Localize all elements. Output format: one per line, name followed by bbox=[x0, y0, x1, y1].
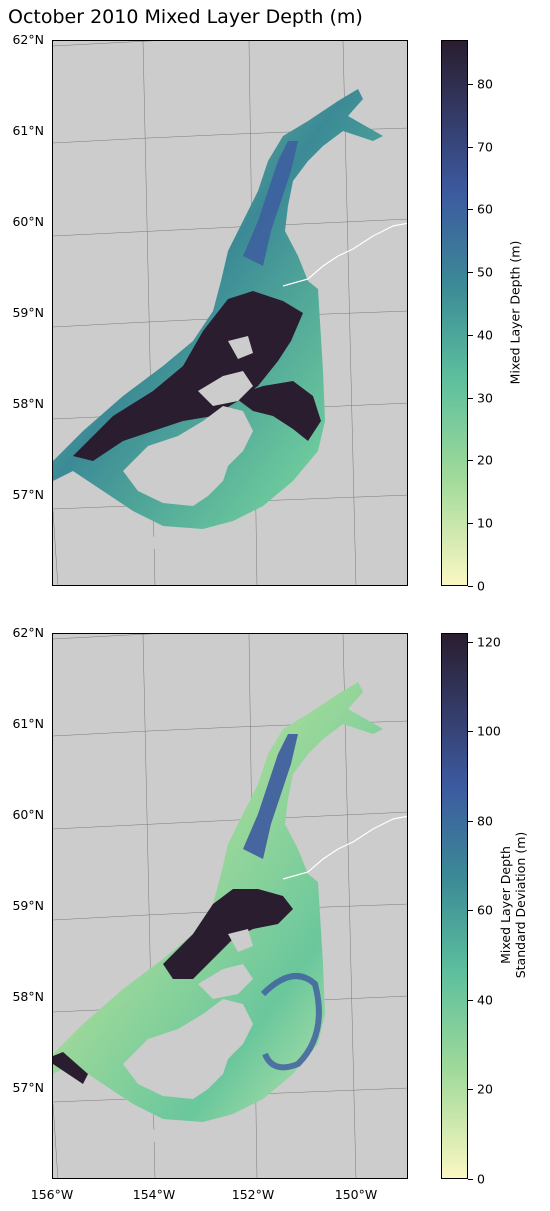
panel1-lat-label: 62°N bbox=[12, 32, 44, 47]
lon-label: 152°W bbox=[231, 1187, 275, 1202]
colorbar-tick-label: 0 bbox=[477, 1171, 485, 1187]
colorbar-tick-label: 120 bbox=[477, 634, 501, 650]
colorbar-label-line2: Standard Deviation (m) bbox=[513, 831, 528, 979]
colorbar-tick bbox=[468, 641, 473, 643]
colorbar-tick-label: 10 bbox=[477, 515, 493, 531]
panel2-lat-label: 60°N bbox=[12, 807, 44, 822]
colorbar-tick-label: 20 bbox=[477, 452, 493, 468]
colorbar-tick-label: 100 bbox=[477, 723, 501, 739]
colorbar-tick bbox=[468, 1089, 473, 1091]
barren-islands bbox=[228, 929, 253, 952]
colorbar-tick bbox=[468, 146, 473, 148]
panel1-lat-label: 58°N bbox=[12, 396, 44, 411]
panel2-lat-label: 59°N bbox=[12, 898, 44, 913]
colorbar-tick bbox=[468, 209, 473, 211]
colorbar-label-stddev: Mixed Layer Depth Standard Deviation (m) bbox=[498, 810, 528, 1000]
channel bbox=[243, 141, 298, 266]
colorbar-tick bbox=[468, 460, 473, 462]
colorbar-tick bbox=[468, 586, 473, 587]
deep-region bbox=[73, 291, 303, 461]
colorbar-tick bbox=[468, 1179, 473, 1180]
barren-islands bbox=[228, 336, 253, 359]
kodiak-island bbox=[123, 406, 253, 506]
colorbar-mean bbox=[441, 40, 468, 586]
colorbar-tick-label: 40 bbox=[477, 992, 493, 1008]
colorbar-tick bbox=[468, 334, 473, 336]
colorbar-tick-label: 0 bbox=[477, 578, 485, 594]
panel2-lat-label: 62°N bbox=[12, 625, 44, 640]
colorbar-label-mean: Mixed Layer Depth (m) bbox=[507, 240, 523, 385]
panel1-lat-label: 61°N bbox=[12, 123, 44, 138]
colorbar-tick bbox=[468, 820, 473, 822]
colorbar-tick bbox=[468, 910, 473, 912]
lon-label: 154°W bbox=[132, 1187, 176, 1202]
panel2-lat-label: 57°N bbox=[12, 1080, 44, 1095]
colorbar-label-line1: Mixed Layer Depth bbox=[498, 846, 513, 964]
map-panel-mean bbox=[52, 40, 408, 586]
colorbar-tick bbox=[468, 397, 473, 399]
colorbar-tick-label: 50 bbox=[477, 264, 493, 280]
afognak-island bbox=[198, 371, 253, 406]
map-panel-stddev bbox=[52, 633, 408, 1179]
east-ring bbox=[260, 973, 322, 1071]
trinity-islands bbox=[113, 1129, 163, 1146]
colorbar-tick bbox=[468, 731, 473, 733]
deep-region-east bbox=[233, 381, 321, 441]
colorbar-tick-label: 60 bbox=[477, 201, 493, 217]
channel bbox=[243, 734, 298, 859]
colorbar-tick-label: 20 bbox=[477, 1081, 493, 1097]
colorbar-tick-label: 30 bbox=[477, 390, 493, 406]
colorbar-tick bbox=[468, 999, 473, 1001]
colorbar-tick bbox=[468, 83, 473, 85]
panel1-lat-label: 60°N bbox=[12, 214, 44, 229]
panel2-lat-label: 61°N bbox=[12, 716, 44, 731]
colorbar-tick-label: 80 bbox=[477, 76, 493, 92]
trinity-islands bbox=[113, 536, 163, 553]
colorbar-tick bbox=[468, 272, 473, 274]
colorbar-tick-label: 60 bbox=[477, 902, 493, 918]
colorbar-stddev bbox=[441, 633, 468, 1179]
kodiak-island bbox=[123, 999, 253, 1099]
panel1-lat-label: 59°N bbox=[12, 305, 44, 320]
colorbar-tick bbox=[468, 523, 473, 525]
lon-label: 150°W bbox=[334, 1187, 378, 1202]
colorbar-tick-label: 80 bbox=[477, 813, 493, 829]
lon-label: 156°W bbox=[30, 1187, 74, 1202]
figure-title: October 2010 Mixed Layer Depth (m) bbox=[8, 6, 363, 28]
colorbar-tick-label: 40 bbox=[477, 327, 493, 343]
afognak-island bbox=[198, 964, 253, 999]
colorbar-tick-label: 70 bbox=[477, 139, 493, 155]
panel1-lat-label: 57°N bbox=[12, 487, 44, 502]
southwest-edge bbox=[53, 1052, 88, 1084]
panel2-lat-label: 58°N bbox=[12, 989, 44, 1004]
